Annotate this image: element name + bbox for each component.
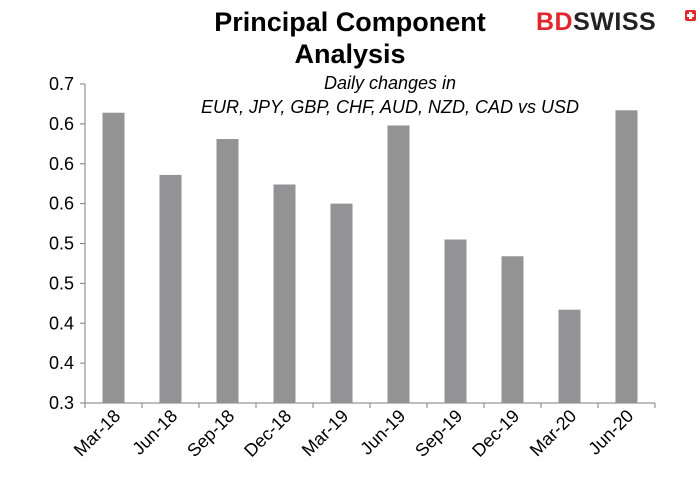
bars — [102, 110, 638, 404]
x-tick-label: Dec-19 — [468, 406, 523, 461]
y-tick-label: 0.6 — [49, 194, 74, 214]
x-tick-label: Mar-18 — [70, 406, 124, 460]
bar — [444, 239, 467, 403]
y-tick-label: 0.4 — [49, 313, 74, 333]
chart-subtitle-line-2: EUR, JPY, GBP, CHF, AUD, NZD, CAD vs USD — [200, 97, 580, 117]
y-tick-label: 0.4 — [49, 353, 74, 373]
x-tick-label: Jun-20 — [584, 406, 637, 459]
bar — [558, 309, 581, 403]
y-tick-label: 0.5 — [49, 234, 74, 254]
logo-text-bd: BD — [536, 8, 574, 36]
bar — [216, 139, 239, 403]
bar — [273, 184, 296, 403]
y-tick-label: 0.7 — [49, 74, 74, 94]
bar — [330, 203, 353, 403]
bar — [501, 256, 524, 403]
chart-title-line-2: Analysis — [294, 39, 406, 69]
x-tick-label: Mar-19 — [298, 406, 352, 460]
y-tick-label: 0.6 — [49, 114, 74, 134]
y-tick-label: 0.3 — [49, 393, 74, 413]
x-tick-label: Mar-20 — [526, 406, 580, 460]
bar — [387, 125, 410, 403]
x-tick-label: Sep-18 — [183, 406, 238, 461]
x-tick-label: Jun-18 — [128, 406, 181, 459]
swiss-cross-icon — [685, 10, 696, 21]
bar — [615, 110, 638, 403]
x-tick-label: Jun-19 — [356, 406, 409, 459]
bar — [102, 112, 125, 404]
bar — [159, 174, 182, 403]
y-axis: 0.3 0.4 0.4 0.5 0.5 0.6 0.6 0.6 0.7 — [49, 74, 86, 413]
x-tick-label: Dec-18 — [240, 406, 295, 461]
x-axis: Mar-18 Jun-18 Sep-18 Dec-18 Mar-19 Jun-19 Sep-… — [70, 402, 656, 461]
logo-text-swiss: SWISS — [573, 8, 657, 36]
x-tick-label: Sep-19 — [411, 406, 466, 461]
chart-subtitle-line-1: Daily changes in — [323, 73, 457, 93]
y-tick-label: 0.5 — [49, 273, 74, 293]
bdswiss-logo: BDSWISS — [536, 8, 696, 37]
y-tick-label: 0.6 — [49, 154, 74, 174]
chart-title-line-1: Principal Component — [214, 7, 486, 37]
